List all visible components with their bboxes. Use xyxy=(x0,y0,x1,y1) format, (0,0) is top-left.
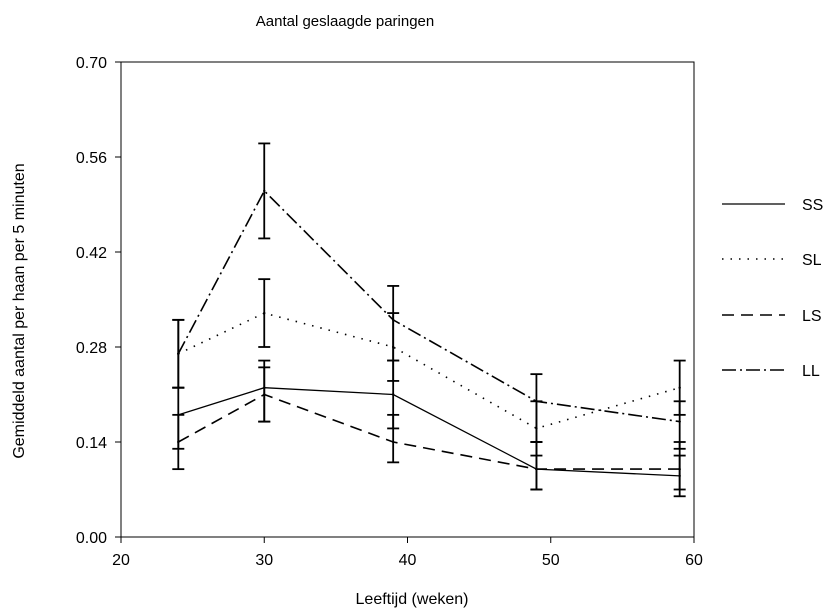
series-layer xyxy=(172,142,686,498)
chart-title: Aantal geslaagde paringen xyxy=(256,13,434,30)
legend-item-ll: LL xyxy=(722,363,820,380)
legend-label: SS xyxy=(802,197,823,214)
y-tick-label: 0.70 xyxy=(76,55,107,72)
error-bar xyxy=(258,142,271,240)
legend-item-ls: LS xyxy=(722,308,822,325)
y-tick-label: 0.14 xyxy=(76,435,107,452)
y-axis: 0.00 0.14 0.28 0.42 0.56 0.70 xyxy=(76,55,121,547)
x-tick-label: 50 xyxy=(542,552,560,569)
series-line-ll xyxy=(177,189,680,423)
x-tick-label: 40 xyxy=(399,552,417,569)
x-tick-label: 20 xyxy=(112,552,130,569)
error-bar xyxy=(673,400,686,450)
y-tick-label: 0.00 xyxy=(76,530,107,547)
error-bar xyxy=(172,413,185,471)
legend-item-sl: SL xyxy=(722,252,822,269)
series-sl xyxy=(172,278,686,457)
legend-label: LL xyxy=(802,363,820,380)
error-bar xyxy=(387,413,400,464)
series-line-ls xyxy=(177,393,680,470)
error-bar xyxy=(530,441,543,491)
series-line-sl xyxy=(177,312,680,430)
legend: SS SL LS LL xyxy=(722,197,823,380)
x-tick-label: 60 xyxy=(685,552,703,569)
error-bar xyxy=(172,318,185,389)
error-bar xyxy=(387,285,400,362)
y-axis-label: Gemiddeld aantal per haan per 5 minuten xyxy=(11,163,28,458)
legend-label: SL xyxy=(802,252,822,269)
error-bar xyxy=(530,373,543,443)
error-bar xyxy=(258,366,271,423)
y-tick-label: 0.28 xyxy=(76,340,107,357)
series-ll xyxy=(172,142,686,450)
legend-item-ss: SS xyxy=(722,197,823,214)
error-bar xyxy=(258,278,271,348)
x-axis-label: Leeftijd (weken) xyxy=(356,591,469,608)
series-ss xyxy=(172,359,686,498)
legend-label: LS xyxy=(802,308,822,325)
y-tick-label: 0.56 xyxy=(76,150,107,167)
series-ls xyxy=(172,366,686,491)
x-axis: 20 30 40 50 60 xyxy=(112,537,703,569)
y-tick-label: 0.42 xyxy=(76,245,107,262)
x-tick-label: 30 xyxy=(255,552,273,569)
